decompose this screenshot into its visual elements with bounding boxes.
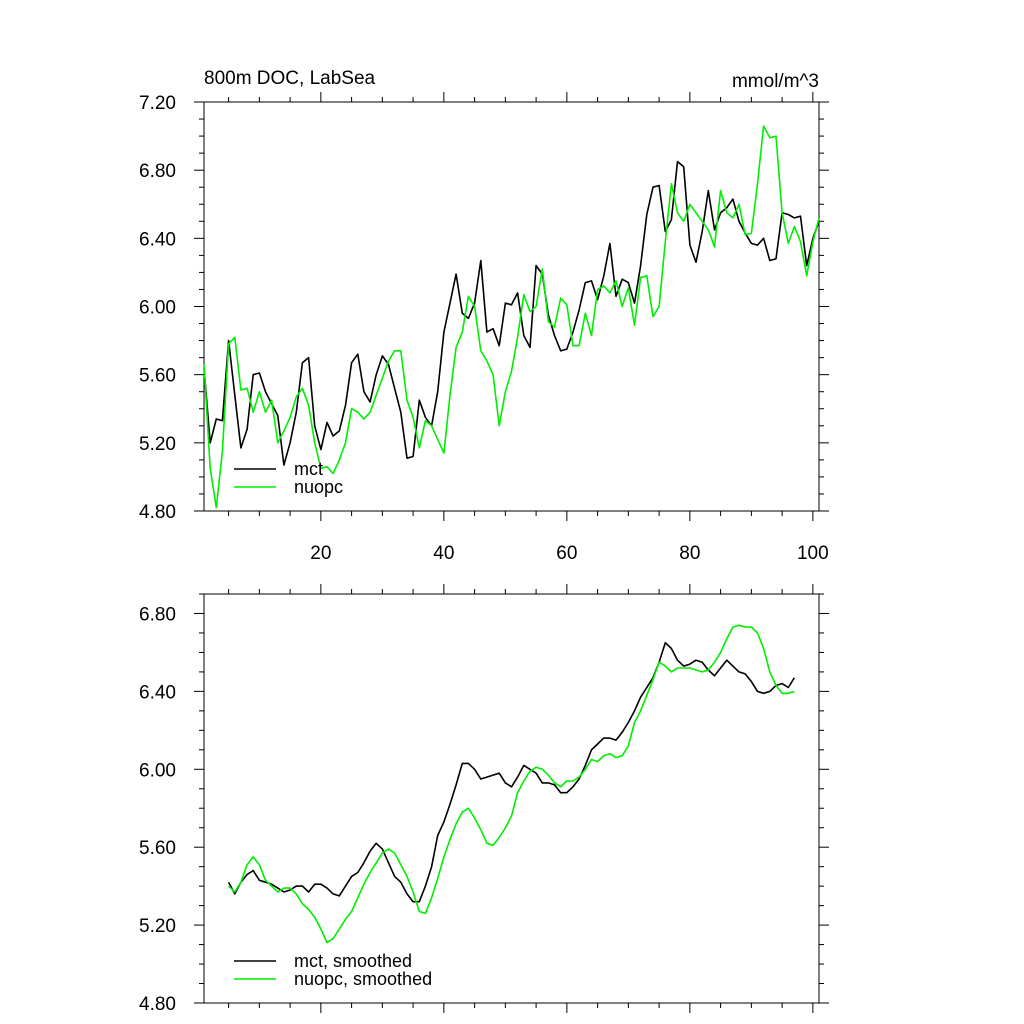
y-tick-label: 5.60: [139, 366, 176, 387]
y-tick-label: 5.60: [139, 838, 176, 859]
y-tick-label: 5.20: [139, 434, 176, 455]
series-line-0: [227, 641, 796, 903]
bottom-series-lines: [227, 624, 796, 944]
y-tick-label: 6.40: [139, 682, 176, 703]
bottom-plot-frame: [203, 593, 820, 1004]
y-tick-label: 6.80: [139, 604, 176, 625]
y-tick-label: 6.00: [139, 298, 176, 319]
chart-title: 800m DOC, LabSea: [204, 68, 376, 89]
legend-label-1: nuopc: [294, 477, 343, 497]
series-line-1: [228, 624, 795, 944]
bottom-y-tick-labels: 6.80 6.40 6.00 5.60 5.20 4.80: [139, 604, 176, 1015]
y-tick-label: 6.80: [139, 161, 176, 182]
y-tick-label: 4.80: [139, 502, 176, 523]
y-tick-label: 6.40: [139, 229, 176, 250]
x-tick-label: 20: [310, 543, 331, 564]
top-x-tick-labels: 20 40 60 80 100: [310, 543, 828, 564]
x-tick-label: 60: [556, 543, 577, 564]
x-tick-label: 100: [797, 543, 829, 564]
legend-label-0: mct, smoothed: [294, 951, 412, 971]
top-y-tick-labels: 7.20 6.80 6.40 6.00 5.60 5.20 4.80: [139, 93, 176, 523]
legend-label-0: mct: [294, 459, 323, 479]
y-tick-label: 4.80: [139, 994, 176, 1015]
y-tick-label: 5.20: [139, 916, 176, 937]
units-label: mmol/m^3: [732, 71, 819, 92]
series-line-1: [203, 125, 820, 509]
top-plot-frame: [203, 101, 820, 512]
top-series-lines: [203, 125, 820, 509]
x-tick-label: 80: [679, 543, 700, 564]
series-line-0: [203, 160, 820, 466]
y-tick-label: 7.20: [139, 93, 176, 114]
top-axis-ticks: [194, 92, 829, 521]
bottom-axis-ticks: [194, 584, 829, 1013]
y-tick-label: 6.00: [139, 760, 176, 781]
legend-label-1: nuopc, smoothed: [294, 969, 432, 989]
x-tick-label: 40: [433, 543, 454, 564]
